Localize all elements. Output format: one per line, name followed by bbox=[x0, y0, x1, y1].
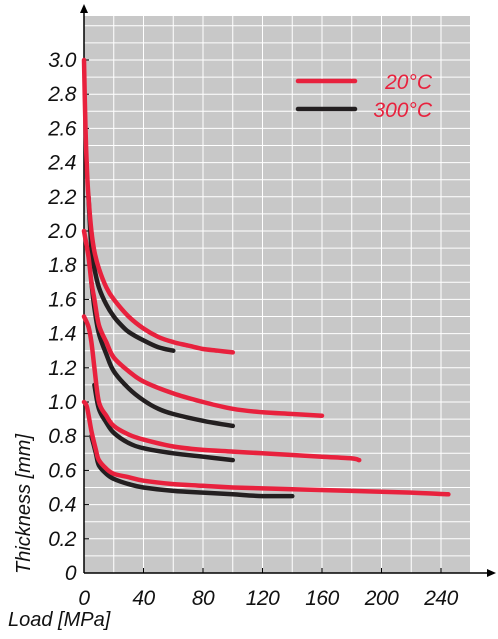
y-tick-label: 2.2 bbox=[47, 186, 77, 209]
x-tick-label: 200 bbox=[364, 587, 399, 610]
x-tick-label: 120 bbox=[246, 587, 280, 610]
y-tick-label: 2.8 bbox=[47, 83, 77, 106]
series-line-300c bbox=[89, 433, 295, 499]
x-axis-arrow bbox=[487, 569, 496, 577]
y-tick-label: 2.6 bbox=[47, 117, 77, 140]
series-line-20c bbox=[81, 57, 236, 355]
legend-label: 20°C bbox=[384, 71, 433, 94]
y-tick-label: 2.0 bbox=[47, 220, 77, 243]
x-tick-label: 80 bbox=[192, 587, 215, 610]
x-tick-label: 40 bbox=[132, 587, 155, 610]
x-tick-label: 160 bbox=[305, 587, 339, 610]
y-tick-label: 3.0 bbox=[48, 49, 77, 72]
x-tick-label: 0 bbox=[78, 587, 90, 610]
y-tick-label: 0.4 bbox=[48, 494, 76, 517]
series-lines bbox=[81, 57, 451, 499]
series-line-300c bbox=[86, 194, 176, 353]
series-line-20c bbox=[81, 228, 325, 418]
x-axis-title: Load [MPa] bbox=[8, 609, 111, 631]
y-tick-label: 1.2 bbox=[48, 357, 77, 380]
y-axis-arrow bbox=[80, 4, 88, 13]
legend: 20°C 300°C bbox=[295, 71, 433, 122]
series-line-20c bbox=[81, 399, 451, 497]
y-tick-label: 0.8 bbox=[48, 425, 77, 448]
tick-labels: 0 40 80 120 160 200 240 0 0.2 0.4 0.6 0.8 1.0 1.2 1.4 1… bbox=[47, 49, 459, 610]
y-tick-label: 2.4 bbox=[47, 152, 76, 175]
series-line-20c bbox=[81, 314, 362, 463]
y-tick-label: 0 bbox=[65, 562, 77, 585]
x-tick-label: 240 bbox=[423, 587, 458, 610]
legend-label: 300°C bbox=[373, 99, 432, 122]
y-tick-label: 0.2 bbox=[48, 528, 77, 551]
y-axis-title: Thickness [mm] bbox=[13, 434, 35, 574]
y-tick-label: 1.8 bbox=[48, 254, 77, 277]
y-tick-label: 0.6 bbox=[48, 459, 77, 482]
y-tick-label: 1.4 bbox=[48, 323, 76, 346]
y-tick-label: 1.0 bbox=[48, 391, 77, 414]
y-tick-label: 1.6 bbox=[48, 288, 77, 311]
series-line-300c bbox=[92, 382, 236, 463]
